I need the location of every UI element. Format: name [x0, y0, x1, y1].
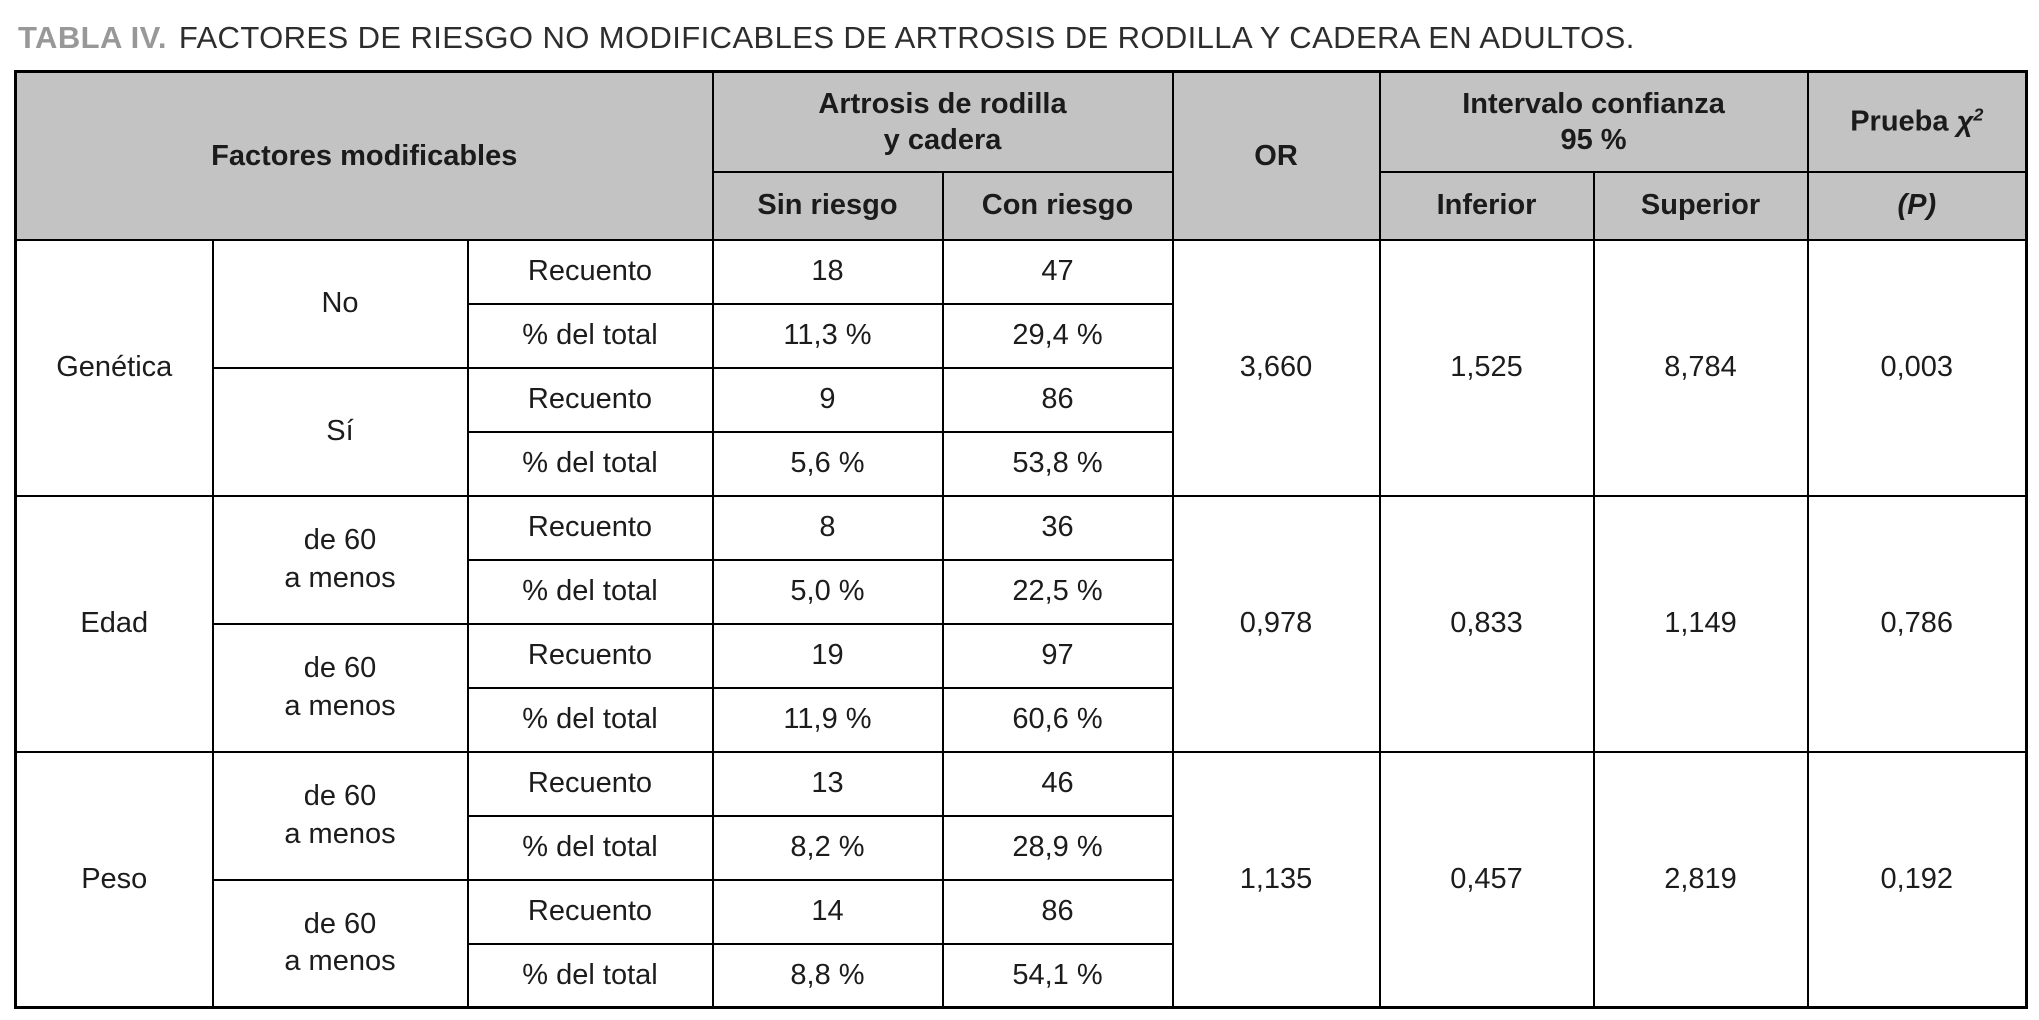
cell-con-riesgo: 46	[941, 750, 1174, 817]
cell-factor-peso: Peso	[14, 750, 214, 1009]
header-con-riesgo: Con riesgo	[941, 170, 1174, 241]
header-prueba-chi2: Prueba χ2	[1806, 70, 2028, 173]
cell-row-label: % del total	[466, 686, 714, 753]
cell-con-riesgo: 29,4 %	[941, 302, 1174, 369]
cell-row-label: Recuento	[466, 750, 714, 817]
table-row: % del total 11,9 % 60,6 %	[16, 686, 2027, 753]
table-row: de 60 a menos Recuento 14 86	[16, 878, 2027, 1009]
cell-ci-inferior: 0,457	[1378, 750, 1595, 1009]
table-title-text: FACTORES DE RIESGO NO MODIFICABLES DE AR…	[178, 20, 1635, 55]
cell-sin-riesgo: 8	[711, 494, 944, 561]
cell-ci-inferior: 1,525	[1378, 238, 1595, 497]
cell-or: 1,135	[1171, 750, 1381, 1009]
cell-sin-riesgo: 11,9 %	[711, 686, 944, 753]
table-row: Peso de 60 a menos Recuento 13 46 1,135 …	[14, 750, 2028, 1009]
risk-factors-table: Factores modificables Artrosis de rodill…	[14, 70, 2029, 1009]
cell-con-riesgo: 22,5 %	[941, 558, 1174, 625]
cell-row-label: % del total	[466, 814, 714, 881]
cell-sin-riesgo: 18	[711, 238, 944, 305]
cell-sin-riesgo: 14	[711, 878, 944, 945]
cell-p-value: 0,786	[1806, 494, 2028, 753]
cell-sin-riesgo: 11,3 %	[711, 302, 944, 369]
cell-row-label: Recuento	[466, 622, 714, 689]
header-superior: Superior	[1592, 170, 1809, 241]
header-p-value: (P)	[1806, 170, 2028, 241]
cell-level: de 60 a menos	[211, 750, 469, 881]
header-prueba-label: Prueba	[1850, 105, 1949, 138]
cell-ci-inferior: 0,833	[1378, 494, 1595, 753]
cell-row-label: % del total	[466, 942, 714, 1009]
cell-con-riesgo: 97	[941, 622, 1174, 689]
cell-row-label: Recuento	[466, 238, 714, 305]
cell-ci-superior: 1,149	[1592, 494, 1809, 753]
cell-sin-riesgo: 8,8 %	[711, 942, 944, 1009]
header-inferior: Inferior	[1378, 170, 1595, 241]
cell-con-riesgo: 36	[941, 494, 1174, 561]
table-row: de 60 a menos Recuento 19 97	[16, 622, 2027, 753]
cell-level: No	[211, 238, 469, 369]
table-row: % del total 5,6 % 53,8 %	[16, 430, 2027, 497]
table-title-label: TABLA IV.	[18, 20, 167, 55]
cell-ci-superior: 8,784	[1592, 238, 1809, 497]
cell-level: de 60 a menos	[211, 494, 469, 625]
cell-con-riesgo: 60,6 %	[941, 686, 1174, 753]
cell-sin-riesgo: 9	[711, 366, 944, 433]
cell-sin-riesgo: 19	[711, 622, 944, 689]
cell-row-label: Recuento	[466, 366, 714, 433]
header-artrosis: Artrosis de rodilla y cadera	[711, 70, 1174, 173]
cell-sin-riesgo: 5,0 %	[711, 558, 944, 625]
cell-con-riesgo: 86	[941, 878, 1174, 945]
cell-row-label: % del total	[466, 430, 714, 497]
cell-ci-superior: 2,819	[1592, 750, 1809, 1009]
table-row: Genética No Recuento 18 47 3,660 1,525 8…	[14, 238, 2028, 497]
cell-sin-riesgo: 13	[711, 750, 944, 817]
cell-factor-genetica: Genética	[14, 238, 214, 497]
cell-sin-riesgo: 5,6 %	[711, 430, 944, 497]
table-row: Sí Recuento 9 86	[16, 366, 2027, 497]
cell-con-riesgo: 54,1 %	[941, 942, 1174, 1009]
cell-p-value: 0,192	[1806, 750, 2028, 1009]
cell-row-label: % del total	[466, 302, 714, 369]
cell-level: Sí	[211, 366, 469, 497]
header-intervalo-confianza: Intervalo confianza 95 %	[1378, 70, 1809, 173]
cell-level: de 60 a menos	[211, 878, 469, 1009]
table-row: % del total 5,0 % 22,5 %	[16, 558, 2027, 625]
cell-factor-edad: Edad	[14, 494, 214, 753]
cell-row-label: Recuento	[466, 878, 714, 945]
cell-con-riesgo: 53,8 %	[941, 430, 1174, 497]
cell-con-riesgo: 28,9 %	[941, 814, 1174, 881]
table-row: Edad de 60 a menos Recuento 8 36 0,978 0…	[14, 494, 2028, 753]
table-row: % del total 8,2 % 28,9 %	[16, 814, 2027, 881]
header-or: OR	[1171, 70, 1381, 241]
table-title: TABLA IV. FACTORES DE RIESGO NO MODIFICAB…	[18, 20, 2025, 56]
cell-row-label: Recuento	[466, 494, 714, 561]
chi-symbol: χ2	[1956, 104, 1984, 138]
cell-con-riesgo: 47	[941, 238, 1174, 305]
cell-sin-riesgo: 8,2 %	[711, 814, 944, 881]
cell-level: de 60 a menos	[211, 622, 469, 753]
cell-or: 3,660	[1171, 238, 1381, 497]
cell-con-riesgo: 86	[941, 366, 1174, 433]
table-row: % del total 11,3 % 29,4 %	[16, 302, 2027, 369]
cell-row-label: % del total	[466, 558, 714, 625]
table-row: % del total 8,8 % 54,1 %	[16, 942, 2027, 1009]
cell-or: 0,978	[1171, 494, 1381, 753]
cell-p-value: 0,003	[1806, 238, 2028, 497]
header-sin-riesgo: Sin riesgo	[711, 170, 944, 241]
header-factores-modificables: Factores modificables	[14, 70, 714, 241]
